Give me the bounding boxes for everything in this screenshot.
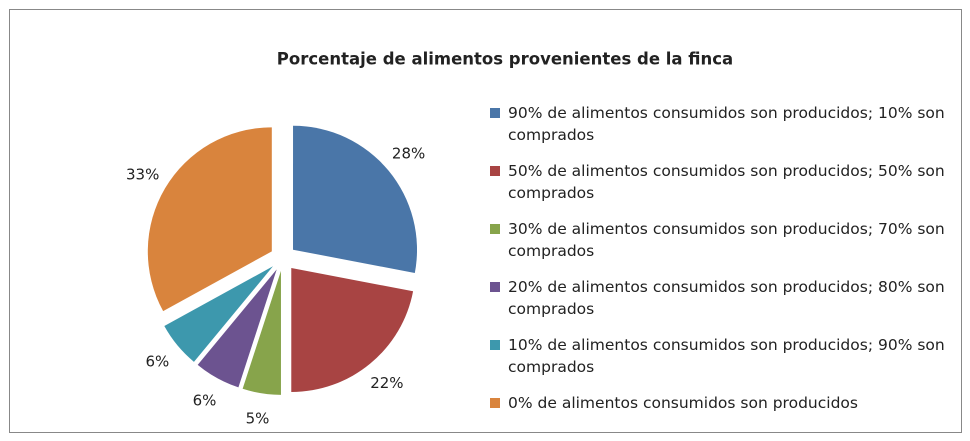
legend: 90% de alimentos consumidos son producid… [490,102,960,428]
pie-slice [291,268,414,393]
legend-label: 90% de alimentos consumidos son producid… [508,104,945,144]
data-label: 6% [146,352,170,370]
chart-title: Porcentaje de alimentos provenientes de … [277,50,733,69]
pie-slice [242,270,281,395]
legend-swatch [490,108,500,118]
legend-item: 90% de alimentos consumidos son producid… [490,102,953,146]
legend-swatch [490,398,500,408]
data-label: 28% [392,145,425,163]
legend-label: 20% de alimentos consumidos son producid… [508,278,945,318]
data-label: 33% [126,166,159,184]
data-label: 22% [370,374,403,392]
pie-slice [197,269,277,388]
legend-swatch [490,340,500,350]
legend-label: 0% de alimentos consumidos son producido… [508,394,858,412]
data-label: 6% [193,391,217,409]
pie-slice [293,125,418,273]
legend-label: 30% de alimentos consumidos son producid… [508,220,945,260]
legend-item: 50% de alimentos consumidos son producid… [490,160,953,204]
legend-label: 50% de alimentos consumidos son producid… [508,162,945,202]
data-label: 5% [246,409,270,427]
legend-swatch [490,282,500,292]
legend-swatch [490,224,500,234]
legend-item: 20% de alimentos consumidos son producid… [490,276,953,320]
legend-label: 10% de alimentos consumidos son producid… [508,336,945,376]
legend-item: 0% de alimentos consumidos son producido… [490,392,953,414]
pie-slice [147,127,272,312]
legend-item: 30% de alimentos consumidos son producid… [490,218,953,262]
pie-slice [164,266,273,362]
legend-item: 10% de alimentos consumidos son producid… [490,334,953,378]
legend-swatch [490,166,500,176]
